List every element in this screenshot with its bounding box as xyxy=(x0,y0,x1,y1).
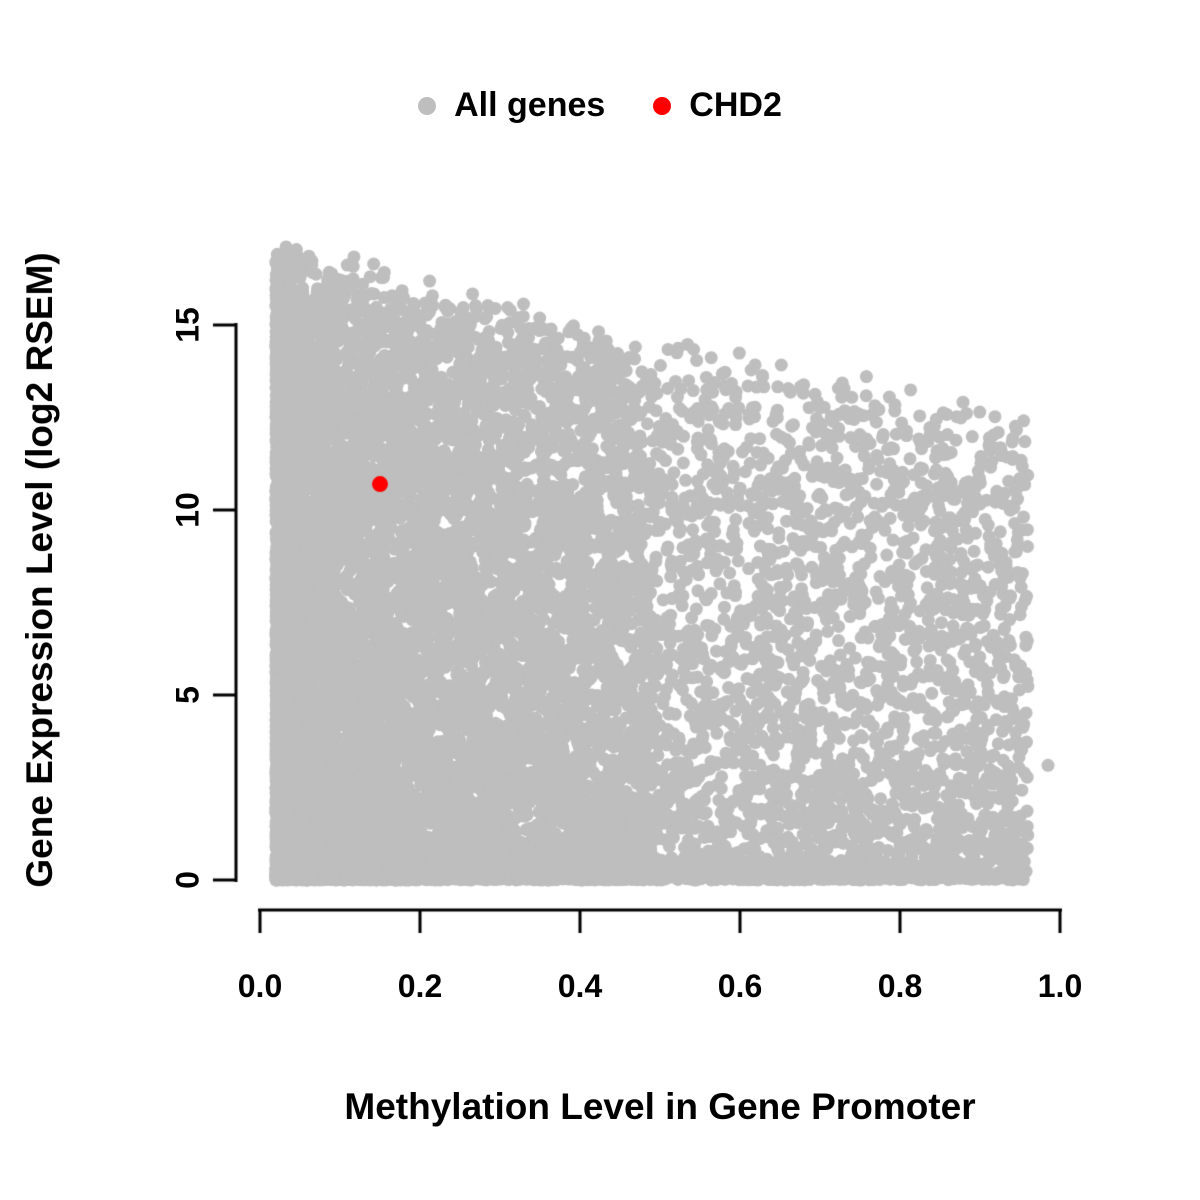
legend-item-chd2: CHD2 xyxy=(653,86,782,125)
x-tick-label: 1.0 xyxy=(1037,968,1083,1004)
y-tick-label: 0 xyxy=(169,871,206,889)
legend-label-chd2: CHD2 xyxy=(689,86,782,124)
legend-item-all-genes: All genes xyxy=(418,86,605,125)
y-tick-label: 15 xyxy=(169,307,206,343)
x-tick-label: 0.2 xyxy=(397,968,443,1004)
chd2-marker-icon xyxy=(653,96,672,115)
x-tick-label: 0.6 xyxy=(717,968,763,1004)
x-tick-label: 0.8 xyxy=(877,968,923,1004)
legend-label-all-genes: All genes xyxy=(454,86,606,124)
x-axis-title: Methylation Level in Gene Promoter xyxy=(344,1086,976,1127)
y-tick-label: 5 xyxy=(169,686,206,704)
plot-legend: All genes CHD2 xyxy=(0,86,1200,125)
x-tick-label: 0.0 xyxy=(237,968,283,1004)
x-tick-label: 0.4 xyxy=(557,968,603,1004)
y-axis-title: Gene Expression Level (log2 RSEM) xyxy=(19,252,60,888)
all-genes-marker-icon xyxy=(418,96,437,115)
y-tick-label: 10 xyxy=(169,492,206,528)
